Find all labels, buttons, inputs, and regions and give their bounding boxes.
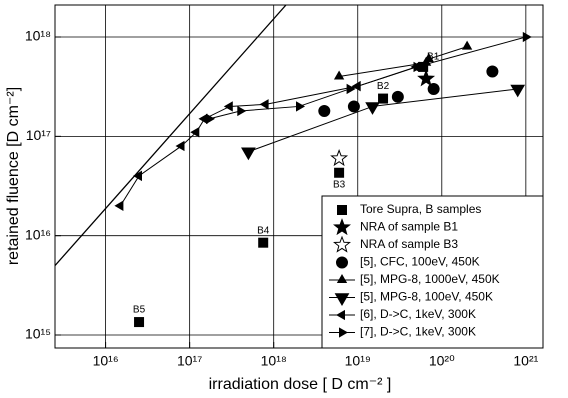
marker	[134, 317, 145, 328]
marker	[237, 105, 247, 117]
marker	[522, 31, 532, 43]
x-tick-label: 10²⁰	[429, 353, 455, 369]
plot	[55, 5, 532, 328]
marker	[391, 90, 404, 103]
marker	[423, 53, 434, 62]
legend-marker	[336, 256, 348, 269]
x-tick-label: 10¹⁷	[177, 353, 202, 369]
legend-box	[321, 195, 544, 349]
y-tick-label: 10¹⁷	[26, 127, 51, 143]
legend-label: [7], D->C, 1keV, 300K	[360, 325, 476, 339]
plot-frame	[54, 4, 544, 349]
marker	[206, 113, 215, 125]
marker	[114, 200, 124, 211]
legend-marker	[336, 273, 348, 283]
reference-line	[55, 5, 287, 267]
point-label: B5	[133, 305, 146, 316]
legend-label: [6], D->C, 1keV, 300K	[360, 307, 476, 321]
legend-marker	[333, 235, 351, 253]
marker	[258, 237, 269, 248]
point-label: B3	[333, 179, 346, 190]
legend-marker	[337, 205, 347, 215]
marker	[510, 84, 526, 98]
series-line	[339, 46, 468, 78]
x-tick-label: 10¹⁶	[93, 353, 119, 369]
marker	[333, 70, 345, 80]
x-tick-label: 10¹⁹	[345, 353, 371, 369]
marker	[198, 113, 208, 125]
legend-marker	[334, 293, 350, 306]
marker	[330, 148, 349, 167]
marker	[378, 93, 389, 104]
legend-label: [5], CFC, 100eV, 450K	[360, 255, 480, 269]
legend-label: NRA of sample B1	[360, 220, 458, 234]
legend-label: NRA of sample B3	[360, 237, 458, 251]
x-axis-label: irradiation dose [ D cm⁻² ]	[209, 376, 392, 393]
marker	[190, 127, 200, 138]
y-tick-label: 10¹⁶	[25, 226, 51, 242]
marker	[413, 61, 423, 73]
marker	[461, 40, 473, 50]
marker	[133, 170, 142, 182]
y-axis-label: retained fluence [D cm⁻²]	[5, 87, 22, 265]
legend-label: [5], MPG-8, 1000eV, 450K	[360, 272, 500, 286]
marker	[259, 99, 269, 110]
marker	[334, 167, 345, 178]
y-tick-label: 10¹⁵	[25, 326, 51, 342]
series-line	[208, 36, 526, 120]
x-tick-label: 10²¹	[513, 353, 538, 369]
legend-label: Tore Supra, B samples	[360, 202, 481, 216]
marker	[241, 147, 256, 161]
marker	[318, 104, 331, 117]
marker	[296, 101, 305, 112]
point-label: B2	[377, 81, 390, 92]
marker	[417, 69, 436, 87]
marker	[351, 80, 361, 92]
x-tick-label: 10¹⁸	[261, 353, 287, 369]
legend-marker	[333, 218, 351, 236]
legend-marker	[335, 309, 345, 321]
y-tick-label: 10¹⁸	[25, 28, 51, 44]
marker	[427, 82, 440, 95]
marker	[223, 101, 233, 112]
marker	[486, 65, 499, 78]
point-label: B1	[427, 52, 440, 63]
point-label: B4	[257, 225, 270, 236]
marker	[346, 83, 356, 95]
marker	[175, 140, 185, 152]
legend-label: [5], MPG-8, 100eV, 450K	[360, 290, 493, 304]
legend-marker	[339, 327, 349, 338]
marker	[365, 102, 380, 115]
marker	[347, 100, 360, 113]
